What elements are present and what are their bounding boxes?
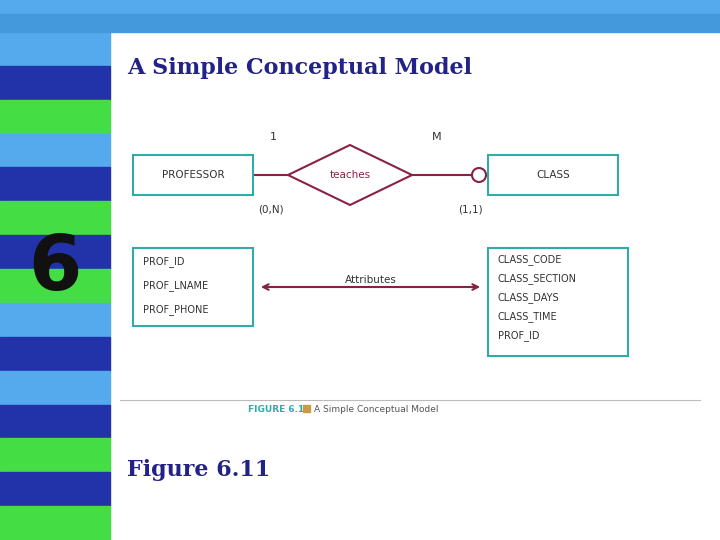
Text: (1,1): (1,1) (458, 204, 482, 214)
Bar (0, 404, 110, 438)
Bar (0, 303, 110, 337)
Text: PROF_PHONE: PROF_PHONE (143, 305, 209, 315)
Text: A Simple Conceptual Model: A Simple Conceptual Model (127, 57, 472, 79)
Bar (0, 370, 110, 404)
Bar (0, 269, 110, 303)
Bar (0, 100, 110, 133)
Bar (0, 235, 110, 269)
Text: PROF_ID: PROF_ID (143, 256, 184, 267)
Bar (0, 0, 720, 14)
Polygon shape (288, 145, 412, 205)
Text: 1: 1 (269, 132, 276, 142)
Text: 6: 6 (28, 232, 81, 306)
Text: Attributes: Attributes (345, 275, 397, 285)
Bar (0, 66, 110, 100)
Text: M: M (432, 132, 442, 142)
Text: (0,N): (0,N) (258, 204, 284, 214)
FancyBboxPatch shape (488, 155, 618, 195)
Text: CLASS_DAYS: CLASS_DAYS (498, 293, 559, 303)
Bar (110, 32, 720, 540)
Text: PROFESSOR: PROFESSOR (162, 170, 225, 180)
Text: A Simple Conceptual Model: A Simple Conceptual Model (314, 404, 438, 414)
Text: CLASS_CODE: CLASS_CODE (498, 254, 562, 266)
Text: CLASS_TIME: CLASS_TIME (498, 312, 557, 322)
Bar (0, 438, 110, 472)
Bar (0, 133, 110, 167)
Bar (0, 472, 110, 506)
Bar (0, 201, 110, 235)
Text: CLASS: CLASS (536, 170, 570, 180)
Text: Figure 6.11: Figure 6.11 (127, 459, 271, 481)
Bar (0, 337, 110, 370)
Text: PROF_ID: PROF_ID (498, 330, 539, 341)
Bar (0, 32, 110, 66)
FancyBboxPatch shape (133, 155, 253, 195)
Text: CLASS_SECTION: CLASS_SECTION (498, 274, 577, 285)
Bar (0, 506, 110, 540)
Bar (303, 405, 310, 412)
Bar (0, 167, 110, 201)
FancyBboxPatch shape (133, 248, 253, 326)
Bar (0, 14, 720, 32)
FancyBboxPatch shape (488, 248, 628, 356)
Text: teaches: teaches (330, 170, 371, 180)
Circle shape (472, 168, 486, 182)
Text: FIGURE 6.11: FIGURE 6.11 (248, 406, 310, 415)
Text: PROF_LNAME: PROF_LNAME (143, 281, 208, 292)
